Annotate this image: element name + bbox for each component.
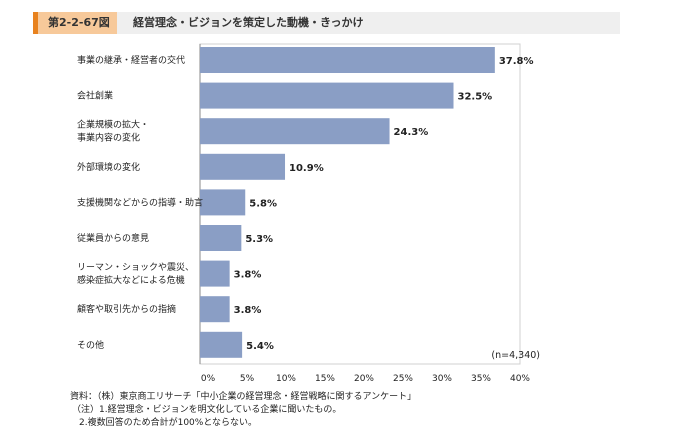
value-label-2: 24.3% <box>394 127 429 138</box>
x-tick-label-1: 5% <box>240 374 255 384</box>
bar-5 <box>200 225 242 251</box>
value-label-4: 5.8% <box>249 198 277 209</box>
x-tick-label-0: 0% <box>201 374 216 384</box>
value-label-0: 37.8% <box>499 56 534 67</box>
category-label-6-line-1: 感染症拡大などによる危機 <box>77 274 185 286</box>
category-label-4: 支援機関などからの指導・助言 <box>77 196 203 208</box>
source-note: 資料：（株）東京商工リサーチ「中小企業の経営理念・経営戦略に関するアンケート」 <box>70 392 417 402</box>
bar-0 <box>200 47 495 73</box>
category-label-8: その他 <box>77 339 104 351</box>
bar-1 <box>200 82 454 109</box>
bar-2 <box>200 118 390 145</box>
category-label-1: 会社創業 <box>77 90 113 102</box>
x-tick-label-2: 10% <box>276 374 296 384</box>
value-label-3: 10.9% <box>289 163 324 174</box>
note-1: （注）1.経営理念・ビジョンを明文化している企業に聞いたもの。 <box>72 405 342 415</box>
figure-number: 第2-2-67図 <box>48 16 110 29</box>
bar-3 <box>200 153 286 180</box>
category-label-2-line-1: 事業内容の変化 <box>77 132 140 144</box>
x-tick-label-3: 15% <box>315 374 335 384</box>
figure-number-tag: 第2-2-67図 <box>33 12 117 34</box>
value-label-7: 3.8% <box>234 305 262 316</box>
value-label-8: 5.4% <box>246 341 274 352</box>
figure-header: 第2-2-67図 経営理念・ビジョンを策定した動機・きっかけ <box>33 12 620 34</box>
x-tick-label-7: 35% <box>471 374 491 384</box>
bar-8 <box>200 331 243 358</box>
category-label-3: 外部環境の変化 <box>77 161 140 173</box>
note-2: 2.複数回答のため合計が100%とならない。 <box>79 418 258 428</box>
x-tick-label-8: 40% <box>510 374 530 384</box>
bar-7 <box>200 296 230 323</box>
x-tick-label-5: 25% <box>393 374 413 384</box>
sample-size-label: (n=4,340) <box>491 350 540 361</box>
value-label-5: 5.3% <box>245 234 273 245</box>
x-tick-label-6: 30% <box>432 374 452 384</box>
category-label-6-line-0: リーマン・ショックや震災、 <box>77 262 194 273</box>
value-label-1: 32.5% <box>458 92 493 103</box>
chart-notes: 資料：（株）東京商工リサーチ「中小企業の経営理念・経営戦略に関するアンケート」 … <box>70 391 416 430</box>
category-label-7: 顧客や取引先からの指摘 <box>77 303 176 315</box>
category-label-2-line-0: 企業規模の拡大・ <box>77 119 149 131</box>
bar-4 <box>200 189 246 216</box>
bar-6 <box>200 260 230 287</box>
category-label-0: 事業の継承・経営者の交代 <box>77 54 185 66</box>
x-tick-label-4: 20% <box>354 374 374 384</box>
figure-title: 経営理念・ビジョンを策定した動機・きっかけ <box>133 16 364 29</box>
value-label-6: 3.8% <box>234 270 262 281</box>
category-label-5: 従業員からの意見 <box>77 232 149 244</box>
